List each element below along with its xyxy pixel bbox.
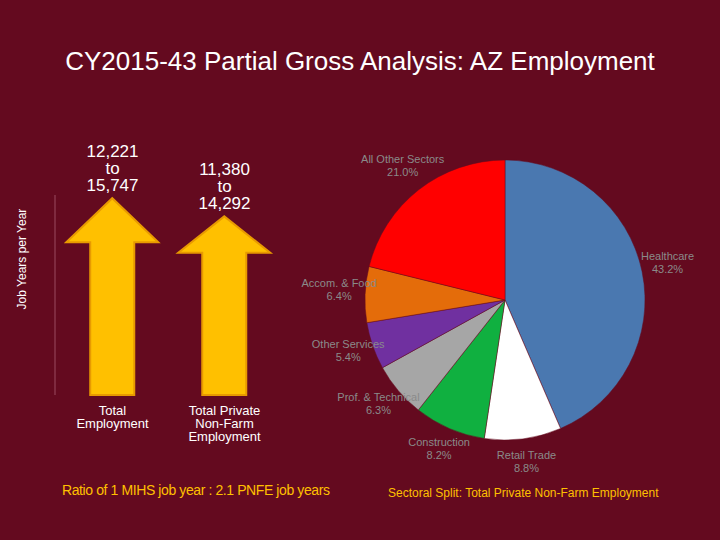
html-text:Job Years per Year: Job Years per Year [15, 208, 29, 310]
svg-text:12,221to15,747: 12,221to15,747 [87, 142, 139, 195]
svg-text:Retail Trade8.8%: Retail Trade8.8% [497, 449, 556, 474]
svg-text:Accom. & Food6.4%: Accom. & Food6.4% [302, 277, 377, 302]
html-text:Ratio of 1 MIHS job year : 2.1: Ratio of 1 MIHS job year : 2.1 PNFE job … [62, 482, 330, 498]
svg-text:Prof. & Technical6.3%: Prof. & Technical6.3% [337, 391, 419, 416]
html-text:CY2015-43 Partial Gross Analys: CY2015-43 Partial Gross Analysis: AZ Emp… [65, 46, 655, 76]
svg-text:Total PrivateNon-FarmEmploymen: Total PrivateNon-FarmEmployment [188, 403, 261, 444]
svg-text:Healthcare43.2%: Healthcare43.2% [641, 250, 694, 275]
svg-text:All Other Sectors21.0%: All Other Sectors21.0% [361, 153, 445, 178]
html-text:Sectoral Split: Total Private: Sectoral Split: Total Private Non-Farm E… [388, 486, 659, 500]
svg-text:Construction8.2%: Construction8.2% [408, 436, 470, 461]
svg-text:TotalEmployment: TotalEmployment [76, 403, 149, 431]
svg-text:Other Services5.4%: Other Services5.4% [312, 338, 385, 363]
svg-text:11,380to14,292: 11,380to14,292 [199, 160, 251, 213]
